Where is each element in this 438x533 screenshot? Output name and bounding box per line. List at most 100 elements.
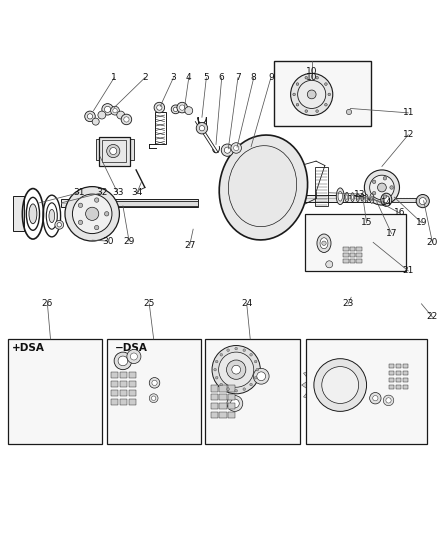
Circle shape	[114, 352, 131, 370]
Bar	[210, 385, 217, 392]
Bar	[210, 412, 217, 418]
Circle shape	[213, 368, 216, 371]
Bar	[95, 139, 100, 160]
Bar	[402, 377, 407, 382]
Bar	[128, 372, 135, 378]
Circle shape	[221, 144, 233, 156]
Bar	[343, 247, 348, 251]
Circle shape	[321, 367, 358, 403]
Circle shape	[324, 83, 326, 85]
Bar	[155, 111, 165, 144]
Circle shape	[156, 105, 162, 110]
Circle shape	[177, 102, 187, 113]
Circle shape	[382, 176, 386, 180]
Circle shape	[234, 390, 237, 392]
Circle shape	[219, 383, 222, 386]
Circle shape	[199, 126, 204, 131]
Circle shape	[17, 373, 25, 382]
Circle shape	[110, 148, 117, 155]
Bar	[128, 399, 135, 405]
Circle shape	[87, 114, 92, 119]
Text: 29: 29	[123, 237, 134, 246]
Circle shape	[249, 353, 252, 356]
Bar	[388, 377, 393, 382]
Text: 4: 4	[186, 73, 191, 82]
Text: 17: 17	[385, 229, 396, 238]
Circle shape	[385, 398, 390, 403]
Bar	[304, 214, 405, 271]
Circle shape	[389, 185, 392, 189]
Text: 33: 33	[112, 188, 123, 197]
Bar	[128, 390, 135, 396]
Circle shape	[149, 377, 159, 388]
Circle shape	[307, 90, 315, 99]
Circle shape	[94, 198, 99, 202]
Ellipse shape	[382, 196, 389, 204]
Bar	[120, 399, 127, 405]
Circle shape	[121, 114, 131, 125]
Circle shape	[226, 360, 245, 379]
Text: 10: 10	[305, 73, 317, 82]
Ellipse shape	[219, 135, 307, 240]
Bar	[111, 372, 118, 378]
Text: 13: 13	[353, 190, 365, 199]
Bar	[219, 394, 226, 400]
Ellipse shape	[316, 234, 330, 253]
Circle shape	[127, 350, 141, 364]
Circle shape	[325, 261, 332, 268]
Text: 26: 26	[42, 300, 53, 308]
Text: 20: 20	[426, 238, 437, 247]
Circle shape	[371, 191, 375, 195]
Bar	[210, 403, 217, 409]
Circle shape	[369, 175, 393, 200]
Ellipse shape	[34, 383, 49, 391]
Circle shape	[321, 241, 325, 245]
Circle shape	[364, 170, 399, 205]
Bar	[395, 377, 400, 382]
Bar	[402, 370, 407, 375]
Circle shape	[377, 183, 385, 192]
Circle shape	[371, 180, 375, 183]
Text: 7: 7	[234, 73, 240, 82]
Circle shape	[113, 108, 117, 113]
Bar	[349, 259, 354, 263]
Circle shape	[65, 187, 119, 241]
Ellipse shape	[37, 385, 46, 390]
Circle shape	[290, 74, 332, 116]
Circle shape	[94, 225, 99, 230]
Circle shape	[151, 396, 155, 400]
Circle shape	[57, 223, 61, 227]
Text: 30: 30	[102, 237, 113, 246]
Polygon shape	[363, 387, 386, 409]
Circle shape	[369, 392, 380, 404]
Circle shape	[254, 376, 256, 379]
Ellipse shape	[29, 204, 37, 224]
Text: 16: 16	[393, 208, 404, 217]
Circle shape	[21, 356, 36, 372]
Circle shape	[296, 83, 298, 85]
Bar	[388, 364, 393, 368]
Bar	[402, 364, 407, 368]
Circle shape	[249, 383, 252, 386]
Polygon shape	[12, 348, 45, 380]
Text: 32: 32	[96, 188, 107, 197]
Circle shape	[346, 109, 351, 115]
Text: +DSA: +DSA	[12, 343, 45, 353]
Bar	[120, 390, 127, 396]
Circle shape	[292, 93, 295, 96]
Bar	[13, 196, 24, 231]
Circle shape	[315, 110, 318, 112]
Bar	[130, 139, 134, 160]
Text: 11: 11	[402, 108, 413, 117]
Ellipse shape	[319, 238, 327, 249]
Circle shape	[78, 220, 82, 224]
Bar	[228, 394, 235, 400]
Bar	[314, 167, 328, 206]
Bar	[8, 339, 102, 445]
Circle shape	[418, 198, 425, 205]
Circle shape	[382, 395, 393, 406]
Text: 10: 10	[305, 67, 317, 76]
Circle shape	[224, 147, 230, 154]
Polygon shape	[35, 360, 60, 385]
Text: 27: 27	[184, 241, 195, 250]
